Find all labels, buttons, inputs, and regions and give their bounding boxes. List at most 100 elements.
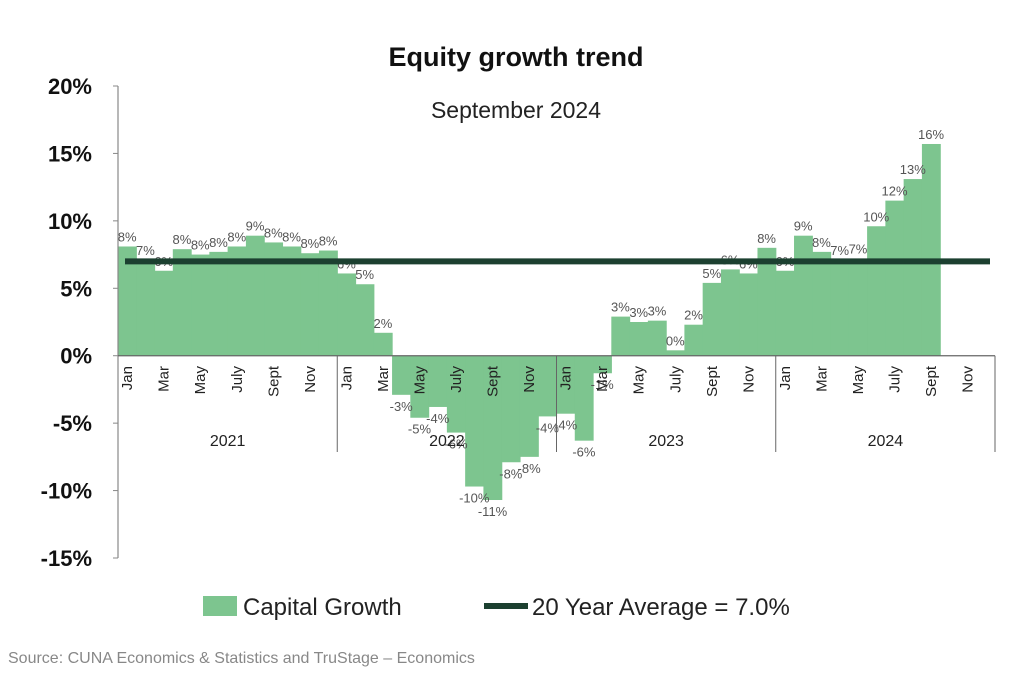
- month-label: Sept: [704, 365, 721, 397]
- month-label: Nov: [521, 366, 538, 393]
- capital-growth-bar: [666, 350, 685, 356]
- month-label: Mar: [594, 366, 611, 392]
- data-label: -8%: [499, 466, 523, 481]
- month-label: May: [192, 366, 209, 395]
- capital-growth-bar: [227, 246, 247, 356]
- data-label: 16%: [918, 127, 944, 142]
- month-label: Nov: [740, 366, 757, 393]
- data-label: 3%: [611, 300, 630, 315]
- capital-growth-bar: [172, 249, 192, 356]
- month-label: Sept: [265, 365, 282, 397]
- capital-growth-bar: [136, 259, 156, 356]
- data-label: 8%: [118, 229, 137, 244]
- data-label: -4%: [426, 411, 450, 426]
- data-label: -1%: [591, 377, 615, 392]
- capital-growth-bar: [647, 320, 667, 356]
- data-label: 3%: [648, 304, 667, 319]
- capital-growth-bar: [282, 246, 302, 356]
- capital-growth-bar: [556, 355, 576, 414]
- chart-subtitle: September 2024: [431, 97, 601, 123]
- capital-growth-bar: [300, 253, 320, 356]
- capital-growth-bar: [501, 355, 521, 463]
- month-label: Mar: [813, 366, 830, 392]
- legend: Capital Growth 20 Year Average = 7.0%: [203, 594, 790, 621]
- capital-growth-bar: [154, 270, 174, 356]
- capital-growth-bar: [885, 200, 905, 356]
- data-label: -4%: [554, 418, 578, 433]
- capital-growth-bar: [538, 355, 558, 417]
- capital-growth-bar: [209, 251, 229, 356]
- data-label: -5%: [408, 422, 432, 437]
- month-label: Sept: [923, 365, 940, 397]
- legend-label-capital-growth: Capital Growth: [243, 594, 402, 621]
- capital-growth-bar: [483, 355, 503, 501]
- capital-growth-bar: [191, 254, 210, 356]
- data-label: 2%: [684, 308, 703, 323]
- y-tick-label: 15%: [48, 141, 92, 166]
- y-tick-label: 10%: [48, 209, 92, 234]
- data-label: 7%: [136, 243, 155, 258]
- month-label: July: [887, 366, 904, 393]
- capital-growth-bar: [794, 235, 813, 356]
- source-note: Source: CUNA Economics & Statistics and …: [8, 650, 475, 667]
- data-label: -4%: [536, 420, 560, 435]
- month-label: July: [448, 366, 465, 393]
- chart-title: Equity growth trend: [389, 42, 644, 72]
- capital-growth-bar: [355, 284, 375, 356]
- axes: [113, 85, 996, 559]
- data-label: 5%: [355, 267, 374, 282]
- capital-growth-bar: [702, 282, 722, 356]
- data-label: 9%: [794, 219, 813, 234]
- y-tick-label: -10%: [41, 479, 92, 504]
- data-label: -8%: [518, 461, 542, 476]
- capital-growth-bar: [830, 259, 850, 356]
- month-label: July: [229, 366, 246, 393]
- capital-growth-bar: [921, 143, 941, 356]
- data-label: 2%: [374, 316, 393, 331]
- capital-growth-bar: [848, 258, 868, 356]
- data-label: 8%: [173, 232, 192, 247]
- capital-growth-bar: [465, 355, 485, 487]
- month-label: Jan: [119, 366, 136, 390]
- data-label: 8%: [282, 229, 301, 244]
- data-label: 13%: [900, 162, 926, 177]
- capital-growth-bar: [410, 355, 430, 418]
- month-label: Jan: [558, 366, 575, 390]
- x-axis-month-labels: Jan Mar May July Sept Nov Jan Mar May July Sept Nov…: [119, 365, 976, 397]
- month-label: May: [411, 366, 428, 395]
- data-label: 8%: [319, 234, 338, 249]
- capital-growth-bar: [812, 251, 832, 356]
- data-label: 3%: [629, 305, 648, 320]
- year-label: 2024: [868, 433, 904, 450]
- y-tick-label: 0%: [60, 344, 92, 369]
- capital-growth-bar: [720, 269, 740, 356]
- year-label: 2021: [210, 433, 246, 450]
- data-labels: 8%7%6%8%8%8%8%9%8%8%8%8%6%5%2%-3%-5%-4%-…: [118, 127, 945, 519]
- y-tick-label: 5%: [60, 276, 92, 301]
- capital-growth-bar: [903, 179, 923, 356]
- month-label: May: [631, 366, 648, 395]
- month-label: Sept: [485, 365, 502, 397]
- data-label: -6%: [444, 437, 468, 452]
- capital-growth-bar: [739, 273, 759, 356]
- capital-growth-bar: [446, 355, 466, 433]
- data-label: 8%: [300, 236, 319, 251]
- capital-growth-bar: [337, 273, 357, 356]
- capital-growth-bar: [318, 250, 338, 356]
- y-axis-ticks: 20% 15% 10% 5% 0% -5% -10% -15%: [41, 74, 92, 571]
- y-tick-label: -5%: [53, 411, 92, 436]
- capital-growth-bars: [118, 143, 941, 501]
- data-label: 8%: [191, 238, 210, 253]
- capital-growth-bar: [611, 316, 631, 356]
- data-label: 5%: [702, 266, 721, 281]
- data-label: -6%: [572, 445, 596, 460]
- capital-growth-bar: [757, 247, 777, 356]
- data-label: 8%: [264, 225, 283, 240]
- y-tick-label: 20%: [48, 74, 92, 99]
- year-label: 2023: [648, 433, 684, 450]
- data-label: 8%: [757, 231, 776, 246]
- data-label: 8%: [227, 229, 246, 244]
- month-label: Mar: [375, 366, 392, 392]
- data-label: 9%: [246, 219, 265, 234]
